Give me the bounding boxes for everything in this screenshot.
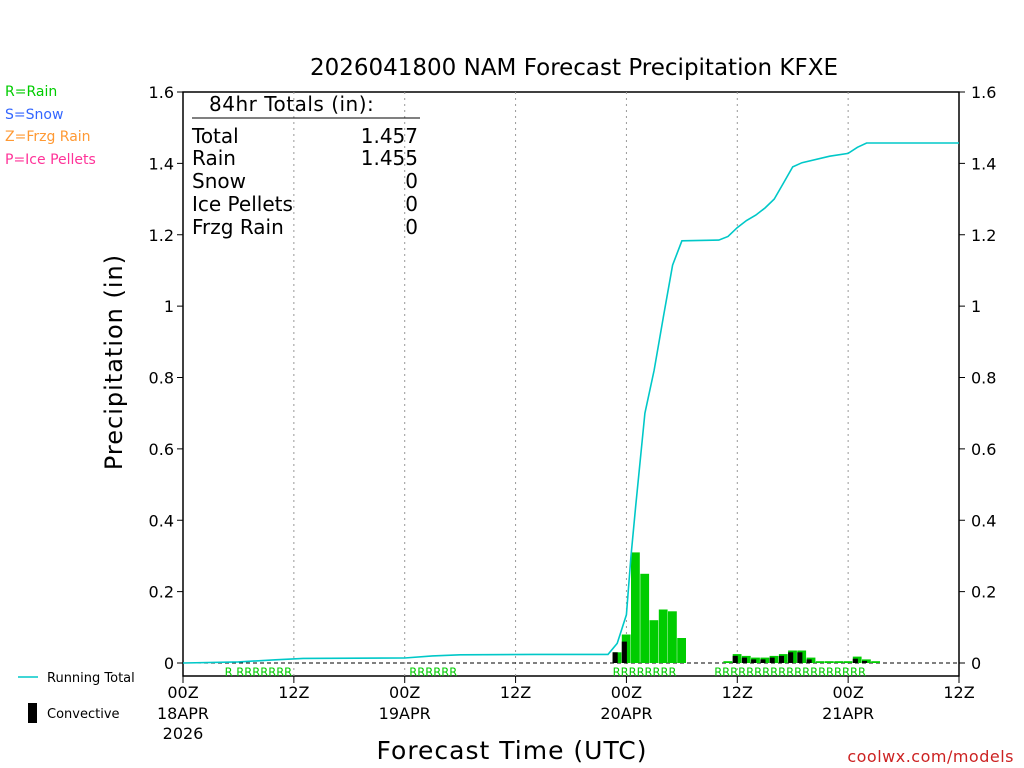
y-tick-label-left-0: 0 [164, 654, 174, 673]
convective-bar-3 [741, 657, 747, 663]
precip-bar-4 [649, 620, 659, 663]
convective-bar-0 [612, 652, 618, 663]
y-tick-label-left-8: 1.6 [149, 83, 174, 102]
precip-code-run-1: RRRRRR [409, 665, 457, 679]
x-tick-label-7: 12Z [943, 683, 974, 702]
convective-bar-10 [806, 659, 812, 663]
convective-bar-2 [732, 655, 738, 663]
x-tick-label-0: 00Z [167, 683, 198, 702]
convective-bar-7 [778, 655, 784, 663]
totals-value-snow: 0 [405, 169, 418, 193]
y-tick-label-right-1: 0.2 [971, 583, 996, 602]
convective-bar-4 [751, 659, 757, 663]
totals-value-ice-pellets: 0 [405, 192, 418, 216]
convective-bar-8 [788, 652, 794, 663]
legend-rain: R=Rain [5, 84, 57, 100]
totals-label-frzg-rain: Frzg Rain [192, 215, 284, 239]
convective-bar-6 [769, 657, 775, 663]
precip-bar-2 [631, 552, 640, 663]
totals-label-snow: Snow [192, 169, 246, 193]
y-tick-label-right-7: 1.4 [971, 154, 996, 173]
x-tick-label-4: 00Z [611, 683, 642, 702]
plot-frame [182, 91, 960, 677]
precip-code-run-2: RRRRRRRR [613, 665, 677, 679]
convective-bar-5 [760, 659, 766, 663]
legend-frzg-rain: Z=Frzg Rain [5, 129, 91, 145]
totals-label-total: Total [191, 124, 239, 148]
credit-text: coolwx.com/models [847, 747, 1014, 766]
convective-legend-swatch [28, 703, 37, 723]
hourly-precip-bars [612, 552, 880, 663]
precip-type-codes: R RRRRRRR RRRRRR RRRRRRRR RRRRRRRRRRRRRRRRR… [225, 665, 866, 679]
x-tick-date-2: 19APR [379, 704, 431, 723]
precip-bar-3 [640, 573, 650, 663]
x-tick-label-2: 00Z [389, 683, 420, 702]
y-tick-label-left-1: 0.2 [149, 583, 174, 602]
y-tick-label-right-3: 0.6 [971, 440, 996, 459]
totals-heading: 84hr Totals (in): [209, 92, 374, 116]
y-axis-left: 0 0.2 0.4 0.6 0.8 1 1.2 1.4 1.6 [149, 83, 183, 673]
y-tick-label-left-7: 1.4 [149, 154, 174, 173]
legend-ice-pellets: P=Ice Pellets [5, 152, 96, 168]
totals-label-rain: Rain [192, 146, 236, 170]
y-tick-label-left-3: 0.6 [149, 440, 174, 459]
y-tick-label-right-8: 1.6 [971, 83, 996, 102]
totals-value-frzg-rain: 0 [405, 215, 418, 239]
totals-value-rain: 1.455 [361, 146, 418, 170]
legend-snow: S=Snow [5, 107, 63, 123]
y-tick-label-left-6: 1.2 [149, 226, 174, 245]
precip-bar-5 [658, 609, 668, 663]
totals-box: 84hr Totals (in): Total 1.457 Rain 1.455… [191, 92, 420, 239]
convective-bar-12 [862, 660, 868, 663]
y-axis-right: 0 0.2 0.4 0.6 0.8 1 1.2 1.4 1.6 [959, 83, 996, 673]
x-tick-label-1: 12Z [278, 683, 309, 702]
y-tick-label-right-6: 1.2 [971, 226, 996, 245]
y-tick-label-left-5: 1 [164, 297, 174, 316]
running-total-legend-label: Running Total [47, 671, 135, 686]
x-tick-label-5: 12Z [722, 683, 753, 702]
x-tick-label-3: 12Z [500, 683, 531, 702]
precip-code-run-0: R RRRRRRR [225, 665, 293, 679]
convective-bars [612, 641, 868, 663]
precip-bar-19 [825, 661, 834, 663]
convective-bar-9 [797, 652, 803, 663]
y-tick-label-right-2: 0.4 [971, 511, 996, 530]
precip-bar-18 [815, 661, 825, 663]
precip-code-run-3: RRRRRRRRRRRRRRRRRRR [714, 665, 866, 679]
gridlines [293, 92, 849, 676]
y-tick-label-right-0: 0 [971, 654, 981, 673]
precip-bar-6 [668, 611, 677, 663]
convective-bar-1 [621, 641, 627, 663]
precip-bar-7 [677, 638, 686, 663]
totals-label-ice-pellets: Ice Pellets [192, 192, 293, 216]
y-tick-label-right-5: 1 [971, 297, 981, 316]
precip-type-legend: R=Rain S=Snow Z=Frzg Rain P=Ice Pellets [5, 84, 96, 168]
x-axis-label: Forecast Time (UTC) [377, 736, 648, 765]
chart-title: 2026041800 NAM Forecast Precipitation KF… [310, 55, 838, 81]
series-legend: Running Total Convective [18, 671, 135, 723]
running-total-line [182, 142, 959, 664]
precip-bar-21 [843, 661, 853, 663]
totals-value-total: 1.457 [361, 124, 418, 148]
convective-legend-label: Convective [47, 707, 120, 722]
convective-bar-11 [852, 658, 858, 663]
y-axis-label: Precipitation (in) [100, 254, 128, 470]
y-tick-label-right-4: 0.8 [971, 369, 996, 388]
x-tick-date-4: 20APR [600, 704, 652, 723]
precip-bar-20 [834, 661, 844, 663]
precip-bar-24 [871, 661, 880, 663]
y-tick-label-left-4: 0.8 [149, 369, 174, 388]
y-tick-label-left-2: 0.4 [149, 511, 174, 530]
x-tick-date-6: 21APR [822, 704, 874, 723]
x-tick-date-0: 18APR [157, 704, 209, 723]
x-tick-label-6: 00Z [832, 683, 863, 702]
precip-bar-8 [723, 661, 733, 663]
x-tick-year-0: 2026 [163, 724, 204, 743]
